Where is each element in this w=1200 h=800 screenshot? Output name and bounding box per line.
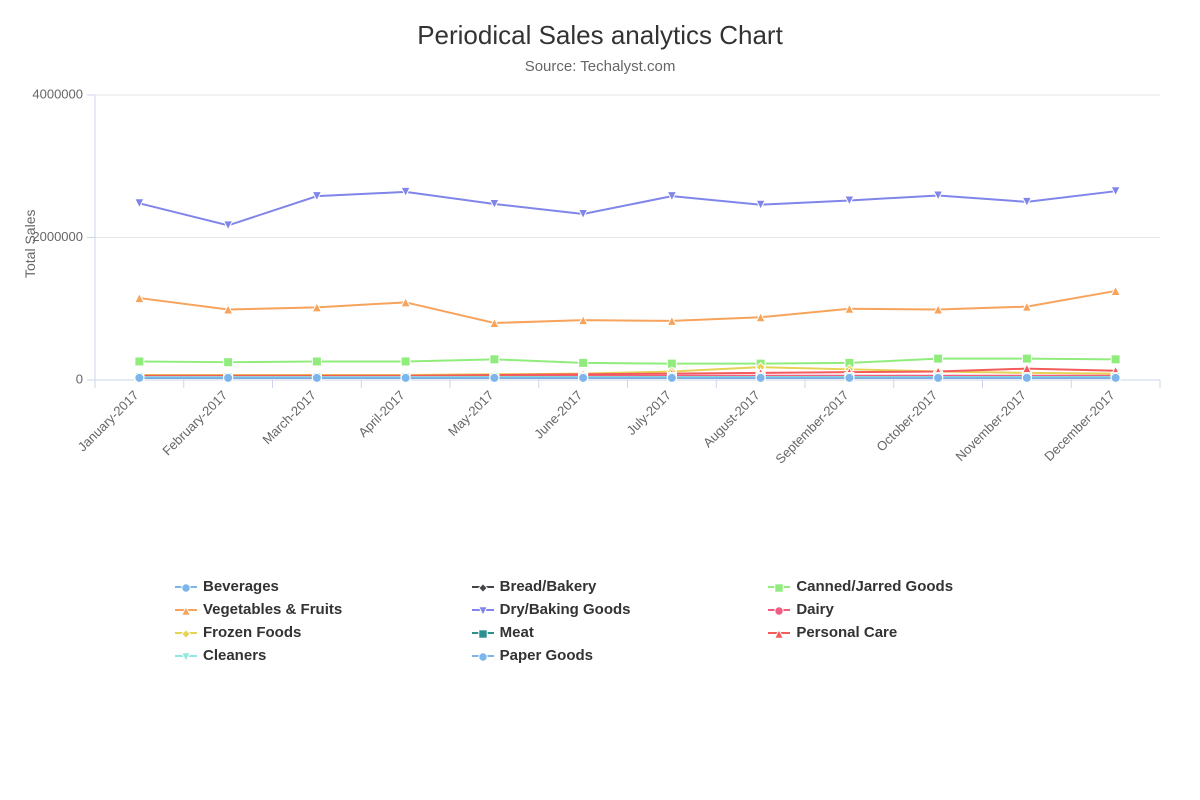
legend-item[interactable]: Frozen Foods	[175, 624, 462, 641]
svg-text:January-2017: January-2017	[75, 388, 142, 455]
legend-label: Personal Care	[796, 624, 897, 641]
legend-label: Canned/Jarred Goods	[796, 578, 953, 595]
legend-item[interactable]: Dairy	[768, 601, 1055, 618]
legend-label: Dairy	[796, 601, 834, 618]
svg-text:November-2017: November-2017	[952, 388, 1029, 465]
legend-label: Cleaners	[203, 647, 266, 664]
svg-text:2000000: 2000000	[32, 229, 83, 244]
legend-item[interactable]: Dry/Baking Goods	[472, 601, 759, 618]
svg-text:July-2017: July-2017	[624, 388, 674, 438]
svg-text:May-2017: May-2017	[445, 388, 496, 439]
svg-text:4000000: 4000000	[32, 86, 83, 101]
svg-text:September-2017: September-2017	[772, 388, 851, 467]
legend-label: Dry/Baking Goods	[500, 601, 631, 618]
legend-item[interactable]: Cleaners	[175, 647, 462, 664]
svg-text:0: 0	[76, 371, 83, 386]
legend-swatch-icon	[175, 632, 197, 634]
sales-line-chart: Periodical Sales analytics Chart Source:…	[0, 0, 1200, 800]
legend-swatch-icon	[175, 655, 197, 657]
legend-item[interactable]: Canned/Jarred Goods	[768, 578, 1055, 595]
legend-label: Frozen Foods	[203, 624, 301, 641]
legend-label: Meat	[500, 624, 534, 641]
svg-text:June-2017: June-2017	[531, 388, 585, 442]
legend-swatch-icon	[175, 586, 197, 588]
legend-label: Beverages	[203, 578, 279, 595]
legend-label: Paper Goods	[500, 647, 593, 664]
legend-item[interactable]: Beverages	[175, 578, 462, 595]
legend-label: Vegetables & Fruits	[203, 601, 342, 618]
svg-text:February-2017: February-2017	[159, 388, 230, 459]
chart-plot: 0 2000000 4000000 January-2017 February-2017…	[0, 0, 1200, 800]
svg-text:April-2017: April-2017	[355, 388, 408, 441]
legend-swatch-icon	[472, 609, 494, 611]
svg-text:December-2017: December-2017	[1041, 388, 1118, 465]
legend-swatch-icon	[472, 655, 494, 657]
legend-item[interactable]: Vegetables & Fruits	[175, 601, 462, 618]
legend-swatch-icon	[472, 586, 494, 588]
legend-item[interactable]: Meat	[472, 624, 759, 641]
legend-item[interactable]: Bread/Bakery	[472, 578, 759, 595]
legend-item[interactable]: Personal Care	[768, 624, 1055, 641]
legend-swatch-icon	[472, 632, 494, 634]
chart-legend: Beverages Bread/Bakery Canned/Jarred Goods…	[175, 578, 1055, 664]
svg-text:October-2017: October-2017	[873, 388, 940, 455]
legend-swatch-icon	[175, 609, 197, 611]
legend-swatch-icon	[768, 609, 790, 611]
svg-text:March-2017: March-2017	[259, 388, 319, 448]
svg-text:August-2017: August-2017	[700, 388, 763, 451]
legend-item[interactable]: Paper Goods	[472, 647, 759, 664]
legend-label: Bread/Bakery	[500, 578, 597, 595]
legend-swatch-icon	[768, 632, 790, 634]
legend-swatch-icon	[768, 586, 790, 588]
